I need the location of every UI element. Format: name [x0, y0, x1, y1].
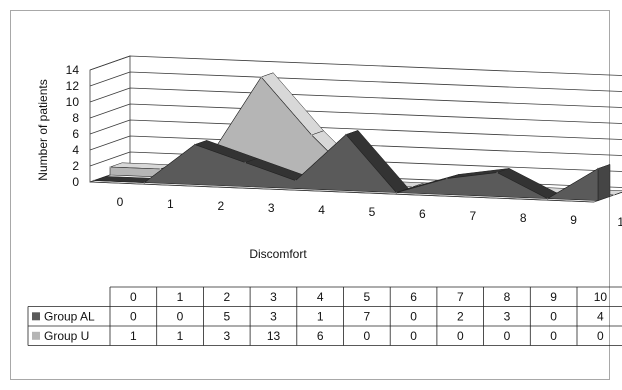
table-cell: 3: [223, 329, 230, 343]
table-cell: 0: [410, 309, 417, 323]
x-axis-ticks: 0 1 2 3 4 5 6 7 8 9 10: [117, 195, 622, 229]
series-group-al-point: [194, 143, 196, 146]
series-group-u-end-cap: [613, 191, 622, 196]
series-group-u-point: [260, 76, 263, 78]
series-front-layer: [93, 130, 611, 201]
table-cell: 13: [267, 329, 281, 343]
y-tick-label: 14: [66, 63, 80, 77]
table-cell: 3: [270, 309, 277, 323]
series-group-al-point: [93, 179, 95, 182]
y-tick-label: 6: [72, 127, 79, 141]
x-axis-title: Discomfort: [249, 247, 307, 261]
series-group-al-point: [597, 167, 599, 170]
table-cell: 4: [597, 309, 604, 323]
table-header-cell: 2: [223, 290, 230, 304]
table-cell: 0: [504, 329, 511, 343]
gridline: [89, 55, 622, 76]
table-header-cell: 9: [550, 290, 557, 304]
table-header-cell: 5: [364, 290, 371, 304]
table-header-cell: 8: [504, 290, 511, 304]
x-tick-label: 9: [570, 213, 577, 227]
floor-front-line: [89, 181, 595, 203]
y-axis-title: Number of patients: [36, 79, 50, 180]
x-tick-label: 10: [617, 215, 622, 229]
series-group-al-point: [345, 133, 347, 136]
x-tick-label: 8: [520, 211, 527, 225]
gridline: [89, 103, 622, 124]
table-cell: 0: [550, 309, 557, 323]
x-tick-label: 0: [117, 195, 124, 209]
x-tick-label: 6: [419, 207, 426, 221]
x-tick-label: 2: [217, 199, 224, 213]
series-group-al-point: [143, 181, 146, 184]
table-header-cell: 6: [410, 290, 417, 304]
x-tick-label: 4: [318, 203, 325, 217]
table-cell: 2: [457, 309, 464, 323]
y-tick-label: 2: [72, 159, 79, 173]
table-header-cell: 4: [317, 290, 324, 304]
table-header-cell: 3: [270, 290, 277, 304]
x-tick-label: 7: [469, 209, 476, 223]
series-group-u-point: [310, 134, 313, 136]
table-cell: 0: [130, 309, 137, 323]
series-group-u-point: [159, 168, 162, 170]
x-tick-label: 5: [369, 205, 376, 219]
y-tick-label: 12: [66, 79, 80, 93]
table-header-cell: 10: [594, 290, 608, 304]
x-tick-label: 3: [268, 201, 275, 215]
table-row-label: Group U: [44, 329, 89, 343]
y-tick-label: 0: [72, 175, 79, 189]
legend-key: [32, 331, 40, 340]
table-cell: 5: [223, 309, 230, 323]
table-cell: 0: [177, 309, 184, 323]
series-group-u-point: [109, 166, 111, 168]
series-group-al-point: [244, 161, 246, 164]
table-cell: 0: [410, 329, 417, 343]
table-header-cell: 1: [177, 290, 184, 304]
series-group-al-point: [395, 191, 398, 194]
series-group-al-point: [496, 171, 499, 174]
table-cell: 1: [177, 329, 184, 343]
series-group-al-point: [446, 177, 448, 180]
table-cell: 0: [457, 329, 464, 343]
table-cell: 0: [597, 329, 604, 343]
table-cell: 7: [364, 309, 371, 323]
gridline: [89, 87, 622, 108]
series-group-al-point: [546, 197, 549, 200]
series-group-u-point: [613, 194, 615, 196]
legend-key: [32, 312, 40, 321]
table-row-label: Group AL: [44, 309, 95, 323]
table-cell: 3: [504, 309, 511, 323]
y-tick-label: 4: [72, 143, 79, 157]
table-header-cell: 7: [457, 290, 464, 304]
series-group-al-end-cap: [597, 164, 611, 201]
table-cell: 1: [130, 329, 137, 343]
x-tick-label: 1: [167, 197, 174, 211]
y-tick-label: 10: [66, 95, 80, 109]
table-cell: 0: [364, 329, 371, 343]
table-cell: 1: [317, 309, 324, 323]
series-group-al-point: [294, 179, 297, 182]
table-cell: 6: [317, 329, 324, 343]
y-axis-ticks: 0 2 4 6 8 10 12 14: [66, 63, 80, 189]
table-header-cell: 0: [130, 290, 137, 304]
y-tick-label: 8: [72, 111, 79, 125]
floor-front-edge: [89, 181, 595, 203]
table-cell: 0: [550, 329, 557, 343]
gridline: [89, 71, 622, 92]
